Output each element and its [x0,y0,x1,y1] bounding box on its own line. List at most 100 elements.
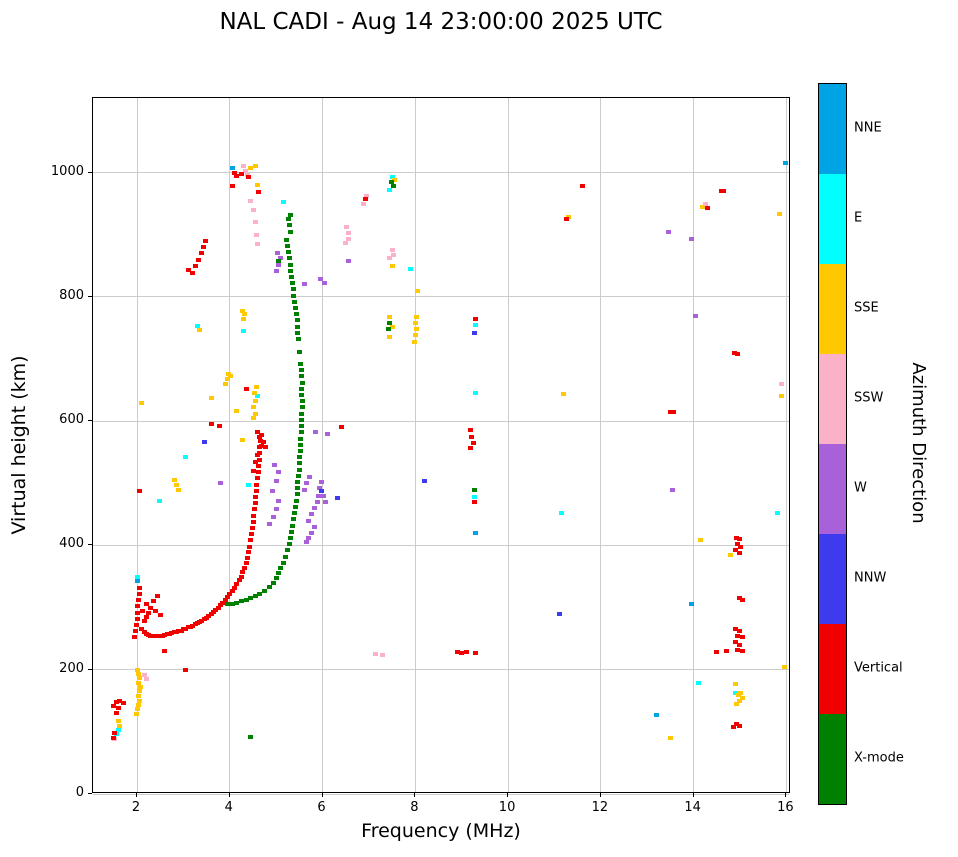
colorbar-label-nnw: NNW [854,570,887,586]
data-point-vertical [255,476,261,481]
data-point-vertical [143,602,149,607]
data-point-x-mode [298,436,304,441]
data-point-e [389,174,395,179]
data-point-vertical [724,649,730,654]
data-point-vertical [113,711,119,716]
data-point-nnw [422,479,428,484]
data-point-x-mode [286,223,292,228]
data-point-w [302,487,308,492]
data-point-ssw [241,164,247,169]
data-point-vertical [202,238,208,243]
data-point-e [245,483,251,488]
x-tick-label: 6 [317,800,326,815]
data-point-x-mode [290,517,296,522]
data-point-e [473,391,479,396]
data-point-x-mode [292,299,298,304]
data-point-vertical [133,622,139,627]
data-point-w [302,282,308,287]
data-point-e [241,329,247,334]
data-point-sse [781,665,787,670]
data-point-nne [654,713,659,718]
data-point-sse [251,405,257,410]
data-point-vertical [737,537,743,542]
x-tick-label: 12 [591,800,609,815]
colorbar-label-nne: NNE [854,120,882,136]
data-point-x-mode [282,554,288,559]
x-gridline [600,98,602,792]
data-point-x-mode [299,386,305,391]
data-point-e [774,511,780,516]
data-point-w [276,498,281,503]
data-point-w [274,251,280,256]
data-point-x-mode [295,324,301,329]
data-point-vertical [213,608,219,613]
data-point-sse [135,693,141,698]
data-point-vertical [222,598,228,603]
data-point-x-mode [295,330,301,335]
data-point-x-mode [284,237,290,242]
data-point-vertical [735,352,741,357]
data-point-vertical [469,434,475,439]
data-point-vertical [252,459,258,464]
data-point-ssw [360,201,366,206]
data-point-e [134,574,140,579]
data-point-vertical [260,440,266,445]
data-point-vertical [190,271,196,276]
data-point-vertical [236,578,242,583]
data-point-sse [734,701,740,706]
data-point-vertical [250,519,256,524]
data-point-w [276,262,281,267]
data-point-w [345,258,351,263]
data-point-vertical [146,610,152,615]
data-point-sse [242,312,248,317]
data-point-x-mode [293,498,299,503]
data-point-vertical [134,610,140,615]
colorbar-label-w: W [854,480,867,496]
data-point-x-mode [295,486,301,491]
data-point-vertical [459,650,465,655]
data-point-sse [732,682,738,686]
data-point-x-mode [248,596,254,601]
data-point-vertical [732,548,738,553]
data-point-w [218,481,224,486]
data-point-vertical [739,598,745,603]
data-point-x-mode [293,312,299,317]
data-point-vertical [730,724,736,729]
data-point-x-mode [271,580,277,585]
data-point-x-mode [297,448,303,453]
data-point-x-mode [299,399,305,404]
data-point-sse [387,314,393,319]
data-point-w [319,480,325,485]
colorbar-label-ssw: SSW [854,390,884,406]
data-point-ssw [364,193,370,198]
data-point-e [156,498,162,503]
data-point-e [732,690,738,695]
data-point-x-mode [299,417,305,422]
data-point-x-mode [298,368,304,373]
data-point-sse [255,183,261,187]
data-point-w [307,475,313,480]
data-point-vertical [112,731,118,736]
data-point-w [670,487,676,492]
data-point-sse [176,487,182,492]
data-point-sse [412,320,418,325]
data-point-vertical [234,173,240,178]
data-point-vertical [733,722,739,727]
data-point-vertical [244,555,250,560]
data-point-vertical [258,432,264,437]
data-point-vertical [245,174,251,179]
data-point-x-mode [296,337,302,342]
data-point-w [273,268,279,273]
data-point-ssw [254,232,260,237]
data-point-sse [413,327,419,332]
data-point-vertical [256,190,262,195]
data-point-vertical [731,350,737,355]
data-point-w [276,470,282,475]
x-tick-mark [136,793,138,797]
data-point-x-mode [287,212,293,217]
data-point-w [304,481,310,486]
data-point-x-mode [292,511,298,516]
data-point-vertical [563,217,569,222]
data-point-x-mode [388,179,394,184]
